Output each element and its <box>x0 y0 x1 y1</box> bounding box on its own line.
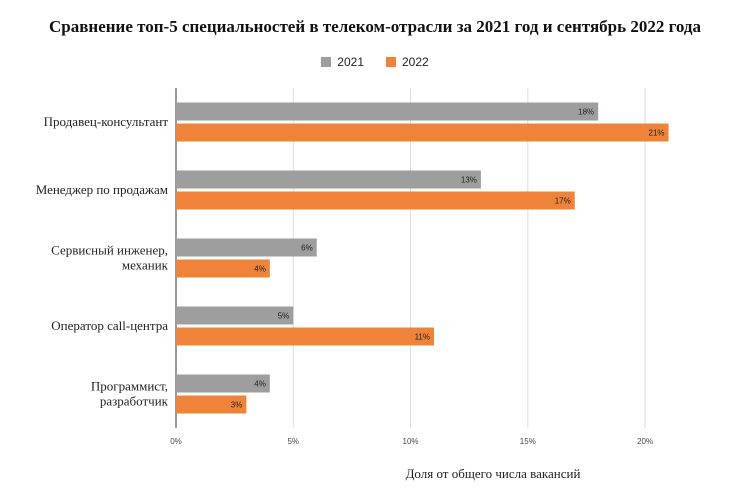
data-label: 4% <box>254 265 266 274</box>
bar-2022 <box>176 191 575 210</box>
data-label: 13% <box>461 176 477 185</box>
x-tick-label: 5% <box>287 437 299 446</box>
bar-2022 <box>176 395 247 414</box>
legend-swatch-2021 <box>321 57 332 67</box>
category-label: Программист, <box>91 379 168 394</box>
chart-title: Сравнение топ-5 специальностей в телеком… <box>48 17 702 36</box>
legend-item-2021: 2021 <box>321 55 364 69</box>
data-label: 17% <box>555 197 571 206</box>
category-label: Сервисный инженер, <box>51 243 168 258</box>
legend-swatch-2022 <box>386 57 396 67</box>
bar-2022 <box>176 259 270 278</box>
legend-label-2022: 2022 <box>402 55 429 69</box>
bar-2021 <box>176 374 270 393</box>
data-label: 6% <box>301 244 313 253</box>
x-axis-label: Доля от общего числа вакансий <box>405 466 581 481</box>
x-tick-label: 10% <box>403 437 419 446</box>
legend-label-2021: 2021 <box>337 55 364 69</box>
category-label: Продавец-консультант <box>44 114 169 129</box>
legend-item-2022: 2022 <box>386 55 429 69</box>
bar-2022 <box>176 327 434 346</box>
bar-2021 <box>176 102 599 121</box>
data-label: 18% <box>578 108 594 117</box>
data-label: 21% <box>649 129 665 138</box>
data-label: 11% <box>415 333 430 342</box>
category-label: механик <box>122 258 169 273</box>
x-tick-label: 20% <box>637 437 653 446</box>
bar-2021 <box>176 170 481 189</box>
category-label: Менеджер по продажам <box>36 182 168 197</box>
data-label: 4% <box>254 380 266 389</box>
bar-2021 <box>176 238 317 257</box>
legend: 2021 2022 <box>0 55 750 69</box>
bar-2021 <box>176 306 294 325</box>
category-label: Оператор call-центра <box>51 318 168 333</box>
x-tick-label: 15% <box>520 437 536 446</box>
bar-2022 <box>176 123 669 142</box>
category-label: разработчик <box>100 394 169 409</box>
data-label: 5% <box>278 312 290 321</box>
data-label: 3% <box>231 401 243 410</box>
x-tick-label: 0% <box>170 437 182 446</box>
